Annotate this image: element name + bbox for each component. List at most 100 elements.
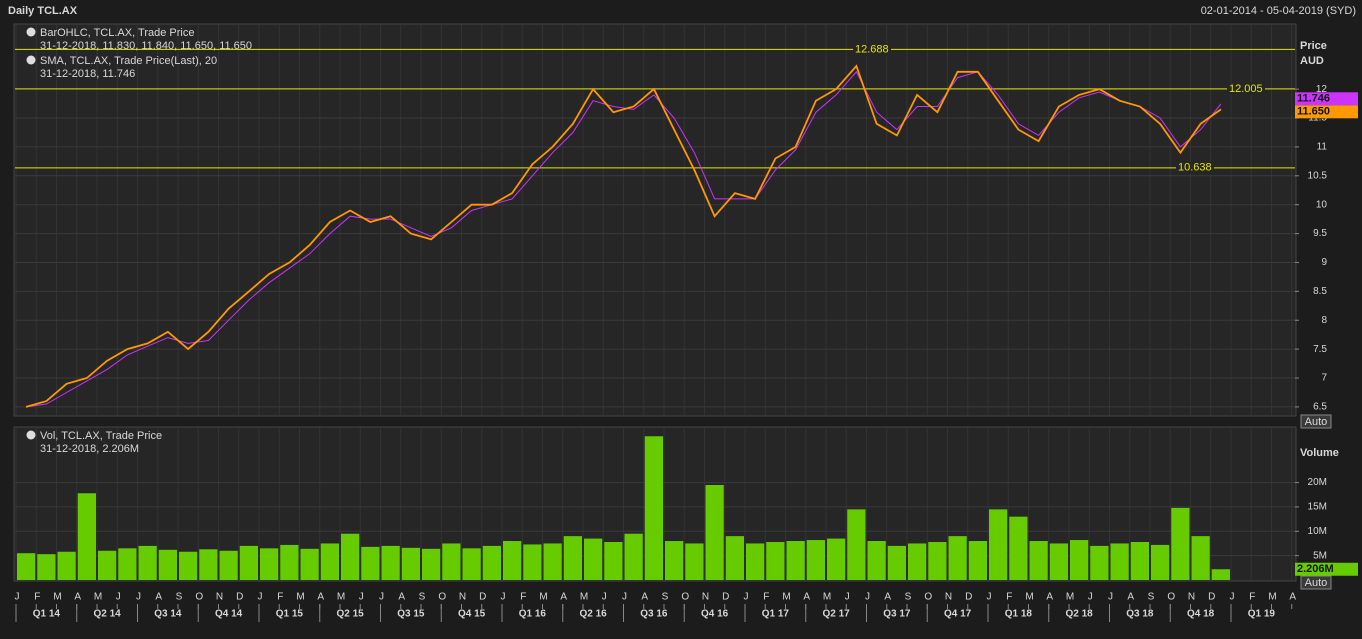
month-label: A [74,592,81,603]
quarter-label: Q4 15 [458,609,486,620]
quarter-label: Q1 16 [519,609,547,620]
volume-bar [604,542,623,580]
y-tick-label: 12 [1316,84,1328,95]
quarter-label: Q4 17 [944,609,972,620]
month-label: O [681,592,689,603]
month-label: J [15,592,20,603]
volume-bar [908,543,927,580]
auto-button-label[interactable]: Auto [1305,416,1328,428]
month-label: A [1046,592,1053,603]
month-label: A [155,592,162,603]
y-tick-label: 10.5 [1308,170,1328,181]
month-label: M [1066,592,1074,603]
month-label: S [662,592,669,603]
volume-bar [320,543,339,580]
y-tick-label: 9.5 [1313,228,1327,239]
volume-bar [17,553,36,580]
date-range: 02-01-2014 - 05-04-2019 (SYD) [1201,5,1356,17]
volume-bar [1029,541,1048,580]
chart-title: Daily TCL.AX [8,5,78,17]
volume-bar [766,542,785,580]
y-tick-label: 10 [1316,199,1328,210]
auto-button-label[interactable]: Auto [1305,577,1328,589]
legend-value: 31-12-2018, 11.746 [40,68,135,80]
price-panel [13,23,1297,417]
volume-bar [158,549,177,580]
month-label: A [1127,592,1134,603]
month-label: J [136,592,141,603]
price-line [25,64,1222,408]
volume-bar [77,493,96,580]
volume-bar [300,548,319,580]
volume-bar [847,509,866,580]
month-label: J [258,592,263,603]
month-label: A [884,592,891,603]
month-label: D [722,592,729,603]
month-label: D [965,592,972,603]
volume-bar [57,551,76,580]
quarter-label: Q1 19 [1248,609,1276,620]
level-label: 12.688 [855,43,889,55]
quarter-label: Q1 15 [276,609,304,620]
volume-bar [1049,543,1068,580]
last-value-label: 11.650 [1297,106,1330,118]
month-label: F [763,592,769,603]
level-label-bg [1227,82,1265,95]
month-label: J [1108,592,1113,603]
y-tick-label: 8.5 [1313,286,1327,297]
volume-bar [381,545,400,580]
month-label: A [398,592,405,603]
month-label: J [501,592,506,603]
month-label: F [1249,592,1255,603]
month-label: J [865,592,870,603]
volume-bar [685,543,704,580]
volume-bar [624,533,643,580]
volume-bar [1151,544,1170,580]
y-tick-label: 8 [1321,315,1327,326]
legend-value: 31-12-2018, 11.830, 11.840, 11.650, 11.6… [40,40,252,52]
volume-bar [867,541,886,580]
volume-bar [1009,516,1028,580]
volume-bar [239,545,258,580]
legend-name: Vol, TCL.AX, Trade Price [40,430,162,442]
quarter-label: Q3 14 [154,609,182,620]
volume-bar [1211,569,1230,580]
month-label: M [1025,592,1033,603]
volume-bar [1110,543,1129,580]
volume-bar [1090,545,1109,580]
volume-bar [401,547,420,580]
y-axis-label: Price [1300,40,1327,52]
month-label: J [1230,592,1235,603]
volume-bar [563,536,582,580]
y-axis-unit: AUD [1300,55,1324,67]
volume-bar [989,509,1008,580]
auto-button[interactable] [1300,575,1332,590]
volume-bar [523,544,542,580]
last-value-tag [1295,105,1358,119]
volume-bar [503,541,522,580]
month-label: S [419,592,426,603]
last-value-tag [1295,562,1358,576]
month-label: J [744,592,749,603]
quarter-label: Q3 15 [397,609,425,620]
volume-bar [665,541,684,580]
month-label: A [317,592,324,603]
legend-icon [26,430,36,440]
volume-bar [280,544,299,580]
month-label: D [479,592,486,603]
volume-bar [98,550,117,580]
quarter-label: Q1 14 [33,609,61,620]
volume-bar [179,551,198,580]
volume-bar [887,545,906,580]
auto-button[interactable] [1300,414,1332,429]
month-label: N [945,592,952,603]
month-label: J [116,592,121,603]
month-label: O [195,592,203,603]
month-label: M [296,592,304,603]
last-value-tag [1295,92,1358,106]
volume-bar [786,541,805,580]
month-label: M [823,592,831,603]
volume-bar [482,545,501,580]
volume-bar [827,538,846,580]
